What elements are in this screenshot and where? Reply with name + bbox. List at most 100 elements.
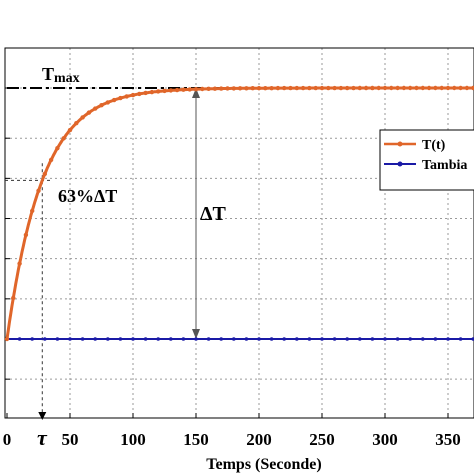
series-t-point <box>174 87 180 93</box>
series-t-point <box>162 88 167 94</box>
series-tambia-point <box>358 337 362 341</box>
series-tambia-point <box>17 337 22 341</box>
x-tick-label: 50 <box>62 430 79 449</box>
series-t-point <box>55 145 60 151</box>
series-tambia-point <box>30 337 34 341</box>
series-t-point <box>395 85 400 91</box>
series-t-point <box>30 208 35 214</box>
delta-arrowhead-bottom <box>192 329 200 339</box>
series-t-point <box>168 88 173 93</box>
series-t-point <box>48 157 54 163</box>
x-tick-label: 300 <box>372 430 398 449</box>
series-t-point <box>376 85 381 91</box>
legend-marker-tambia <box>397 161 403 167</box>
series-t-point <box>452 85 457 91</box>
series-tambia-point <box>106 337 110 341</box>
series-t-point <box>319 85 325 91</box>
series-t-point <box>23 232 29 238</box>
series-t-point <box>124 94 129 99</box>
series-t-point <box>80 115 85 120</box>
series-t-point <box>244 86 249 91</box>
series-t-point <box>237 86 243 91</box>
series-t-point <box>439 85 444 91</box>
series-t-point <box>288 85 293 91</box>
series-t-point <box>93 106 98 111</box>
legend-label-tambia: Tambia <box>422 158 467 173</box>
series-tambia-point <box>345 337 350 341</box>
series <box>4 85 474 342</box>
series-tambia-point <box>118 337 123 341</box>
series-tambia-point <box>194 337 198 341</box>
legend-box <box>379 129 474 191</box>
series-tambia-point <box>395 337 400 341</box>
x-tick-label: 350 <box>435 430 461 449</box>
series-t-point <box>137 91 142 97</box>
series-t-point <box>433 85 438 91</box>
series-t-point <box>36 188 41 193</box>
series-t-point <box>130 92 136 98</box>
series-t-point <box>200 86 205 92</box>
series-t-point <box>471 85 474 91</box>
series-t-point <box>181 87 186 92</box>
legend-marker-t <box>397 141 403 147</box>
series-tambia-point <box>421 337 425 341</box>
series-tambia-point <box>295 337 299 341</box>
series-t-point <box>61 136 66 141</box>
series-t-point <box>326 85 331 91</box>
series-t-point <box>401 85 407 91</box>
series-tambia-point <box>307 337 312 341</box>
series-t-point <box>345 85 350 91</box>
series-t-point <box>225 86 230 91</box>
series-tambia-point <box>156 337 160 341</box>
series-t-point <box>149 89 155 95</box>
series-t-point <box>408 85 413 91</box>
x-axis-title: Temps (Seconde) <box>206 456 321 473</box>
series-t-point <box>300 85 306 91</box>
legend: T(t) Tambia <box>379 129 474 191</box>
series-t-point <box>219 86 224 91</box>
series-t-point <box>105 100 111 105</box>
series-t-point <box>282 85 287 91</box>
tau-label: τ <box>37 425 48 450</box>
series-t-point <box>426 85 432 91</box>
series-t-point <box>275 85 281 91</box>
series-t-point <box>445 85 451 91</box>
series-t-point <box>231 86 236 91</box>
series-t-point <box>143 90 148 96</box>
series-tambia-point <box>458 337 463 341</box>
series-tambia-point <box>370 337 375 341</box>
tmax-label: Tmax <box>42 64 80 86</box>
series-t-point <box>206 86 211 92</box>
series-tambia-point <box>80 337 85 341</box>
series-tambia-point <box>68 337 72 341</box>
pct-label: 63%ΔT <box>58 186 117 206</box>
series-t-point <box>256 85 262 91</box>
x-tick-label: 200 <box>246 430 272 449</box>
series-t-point <box>338 85 344 91</box>
series-t-point <box>111 97 117 103</box>
series-t-point <box>464 85 470 91</box>
x-tick-label: 100 <box>120 430 146 449</box>
series-tambia-point <box>244 337 249 341</box>
axis-ticks: 0 50 100 150 200 250 300 350 <box>3 87 461 449</box>
series-tambia-point <box>181 337 186 341</box>
series-tambia-point <box>332 337 337 341</box>
series-t-point <box>363 85 369 91</box>
series-tambia-point <box>169 337 173 341</box>
series-t-point <box>42 171 47 177</box>
series-t-point <box>74 121 79 126</box>
series-tambia-point <box>446 337 450 341</box>
series-t-line <box>5 86 474 340</box>
series-t-point <box>11 295 16 301</box>
series-t-point <box>212 86 218 91</box>
series-t-point <box>67 127 73 133</box>
series-t-point <box>17 261 22 266</box>
series-t-point <box>4 336 10 342</box>
tmax-subscript: max <box>54 71 80 86</box>
plot-frame <box>4 47 474 419</box>
x-tick-label: 150 <box>183 430 209 449</box>
series-t-point <box>193 86 199 92</box>
series-t-point <box>420 85 425 91</box>
x-tick-label: 0 <box>3 430 12 449</box>
